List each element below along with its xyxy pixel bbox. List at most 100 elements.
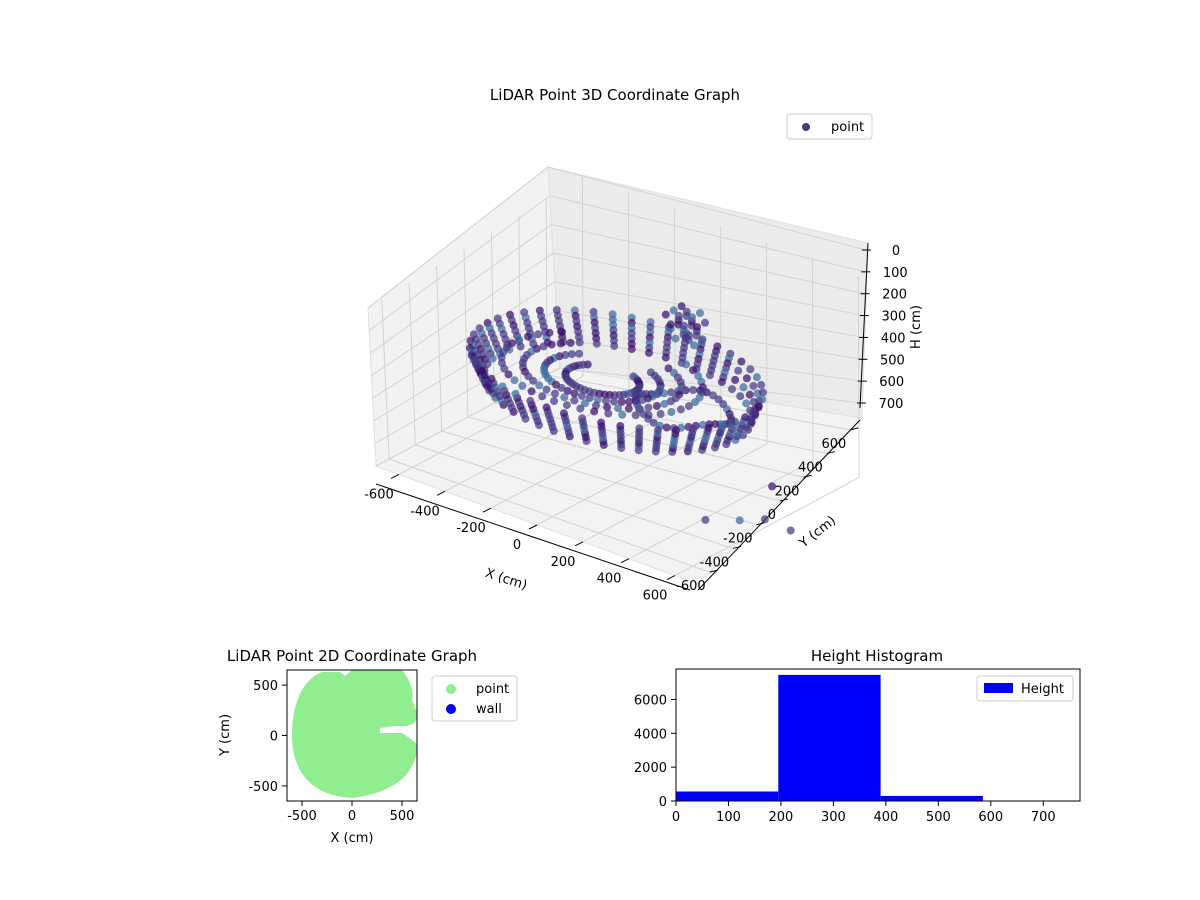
point-3d — [624, 404, 633, 413]
point-3d — [644, 411, 653, 419]
point-3d — [691, 398, 700, 407]
tick-label-z-3d: 600 — [879, 375, 904, 390]
point-3d — [563, 386, 572, 395]
point-3d — [749, 408, 758, 417]
tick-label-z-3d: 700 — [879, 397, 904, 412]
point-3d — [737, 357, 746, 366]
point-3d — [627, 345, 636, 353]
point-3d — [741, 413, 750, 422]
tick-label-x-3d: -200 — [456, 521, 486, 536]
point-3d — [542, 403, 551, 412]
grid-line-x-back — [765, 242, 768, 444]
tick-label-y-2d: 500 — [253, 679, 278, 694]
point-3d — [758, 395, 767, 404]
point-3d — [664, 364, 673, 373]
legend-3d: point — [786, 113, 873, 140]
point-3d — [581, 399, 589, 408]
grid-line-x-back — [627, 192, 630, 394]
tick-x-3d — [528, 524, 538, 530]
grid-line-y-left — [408, 282, 416, 446]
plot-area-2d — [292, 670, 417, 798]
point-3d — [551, 389, 559, 398]
legend-2d: point wall — [431, 675, 518, 722]
point-3d — [697, 337, 706, 346]
point-3d — [693, 323, 702, 331]
tick-x-3d — [666, 575, 676, 581]
point-3d — [742, 374, 751, 383]
grid-line-x-back — [719, 225, 722, 428]
grid-line-x-back — [857, 276, 860, 478]
point-3d — [560, 393, 569, 402]
point-3d — [534, 330, 543, 339]
grid-line-x-floor — [444, 392, 630, 492]
tick-label-z-3d: 200 — [882, 288, 907, 303]
grid-line-y-left — [436, 265, 443, 432]
tick-label-y-hist: 0 — [659, 795, 667, 810]
point-3d — [592, 339, 601, 348]
point-3d — [488, 354, 497, 363]
point-3d — [735, 516, 744, 525]
point-3d — [603, 403, 612, 412]
grid-line-x-floor — [490, 409, 676, 509]
y-axis-label-3d: Y (cm) — [796, 513, 839, 551]
lidar-3d-chart: LiDAR Point 3D Coordinate Graph -600 -400… — [364, 86, 924, 604]
grid-line-y-floor — [388, 458, 710, 573]
point-3d — [547, 340, 556, 349]
point-3d — [542, 385, 551, 394]
tick-x-3d — [482, 507, 492, 513]
grid-line-z-back — [547, 166, 867, 251]
tick-label-x-2d: 500 — [390, 809, 415, 824]
tick-label-y-hist: 2000 — [634, 761, 667, 776]
point-3d — [504, 370, 513, 379]
tick-label-z-3d: 300 — [881, 310, 906, 325]
point-3d — [669, 306, 678, 315]
point-3d — [736, 392, 745, 401]
point-3d — [570, 396, 579, 405]
point-3d — [674, 311, 683, 320]
point-3d — [601, 396, 610, 405]
tick-x-3d — [574, 541, 584, 547]
grid-line-z-left — [371, 252, 554, 377]
legend-hist: Height — [976, 675, 1074, 702]
tick-label-x-3d: 400 — [597, 572, 622, 587]
tick-label-x-3d: -600 — [364, 487, 394, 502]
point-3d — [617, 397, 626, 406]
point-3d — [631, 411, 640, 420]
grid-line-z-left — [367, 166, 549, 309]
tick-label-x-hist: 400 — [873, 810, 898, 825]
legend-marker-point — [802, 123, 810, 131]
point-3d — [685, 331, 693, 340]
point-3d — [689, 386, 697, 394]
legend-label-point-3d: point — [831, 120, 864, 135]
point-3d — [567, 350, 576, 359]
tick-label-y-3d: -200 — [723, 532, 753, 547]
legend-marker-point-2d — [446, 684, 456, 694]
grid-line-z-back — [556, 310, 863, 360]
point-3d — [701, 515, 710, 524]
x-axis-line — [375, 483, 691, 591]
point-3d — [718, 421, 727, 430]
point-3d — [746, 365, 755, 374]
point-3d — [682, 360, 691, 369]
point-3d — [515, 335, 524, 344]
point-3d — [618, 410, 627, 419]
point-3d — [538, 392, 547, 401]
point-3d — [557, 383, 566, 392]
tick-label-z-3d: 500 — [880, 353, 905, 368]
point-3d — [510, 376, 519, 385]
axes-frame-hist — [675, 668, 1081, 802]
point-3d — [728, 385, 736, 394]
point-3d — [652, 402, 661, 410]
point-3d — [576, 404, 585, 413]
grid-line-z-left — [369, 224, 552, 354]
legend-label-wall-2d: wall — [476, 702, 502, 717]
point-3d — [786, 526, 795, 535]
tick-label-x-hist: 0 — [672, 810, 680, 825]
z-axis-line — [859, 242, 869, 409]
point-3d — [516, 342, 525, 351]
point-3d — [676, 405, 685, 414]
grid-line-x-floor — [628, 460, 814, 560]
tick-label-x-hist: 300 — [821, 810, 846, 825]
tick-label-y-3d: 600 — [821, 437, 846, 452]
